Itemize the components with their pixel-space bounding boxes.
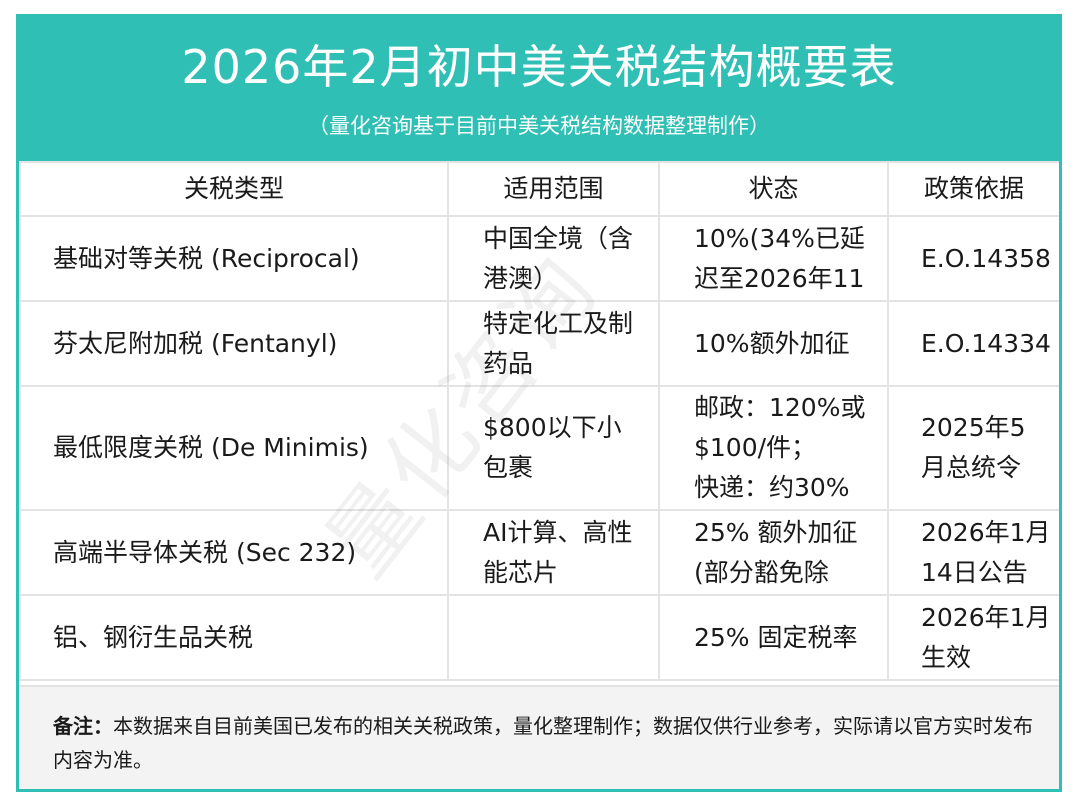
table-row: 基础对等关税 (Reciprocal) 中国全境（含 港澳） 10%(34%已延… <box>19 215 1059 302</box>
table-row: 最低限度关税 (De Minimis) $800以下小 包裹 邮政：120%或 … <box>19 385 1059 511</box>
header-banner: 2026年2月初中美关税结构概要表 （量化咨询基于目前中美关税结构数据整理制作） <box>19 17 1059 161</box>
scope-cell: $800以下小 包裹 <box>483 413 622 482</box>
table-row: 高端半导体关税 (Sec 232) AI计算、高性 能芯片 25% 额外加征 (… <box>19 509 1059 596</box>
column-header-status: 状态 <box>658 161 889 217</box>
table-row: 芬太尼附加税 (Fentanyl) 特定化工及制 药品 10%额外加征 E.O.… <box>19 300 1059 387</box>
tariff-type-cell: 高端半导体关税 (Sec 232) <box>53 537 357 567</box>
basis-cell: 2025年5 月总统令 <box>921 413 1026 482</box>
status-cell: 邮政：120%或 $100/件； 快递：约30% <box>694 393 866 502</box>
footnote-label: 备注： <box>53 714 113 738</box>
basis-cell: E.O.14334 <box>921 328 1051 358</box>
tariff-card: 2026年2月初中美关税结构概要表 （量化咨询基于目前中美关税结构数据整理制作）… <box>16 14 1062 792</box>
tariff-type-cell: 最低限度关税 (De Minimis) <box>53 433 369 462</box>
basis-cell: 2026年1月 生效 <box>921 602 1051 672</box>
footnote: 备注：本数据来自目前美国已发布的相关关税政策，量化整理制作；数据仅供行业参考，实… <box>19 685 1059 789</box>
scope-cell: 中国全境（含 港澳） <box>483 223 634 293</box>
tariff-type-cell: 铝、钢衍生品关税 <box>53 622 254 652</box>
status-cell: 25% 额外加征 (部分豁免除 <box>694 517 858 587</box>
footnote-text: 本数据来自目前美国已发布的相关关税政策，量化整理制作；数据仅供行业参考，实际请以… <box>53 714 1033 772</box>
page-subtitle: （量化咨询基于目前中美关税结构数据整理制作） <box>308 114 770 138</box>
column-header-scope: 适用范围 <box>447 161 660 217</box>
status-cell: 10%额外加征 <box>694 328 850 358</box>
table-header-row: 关税类型 适用范围 状态 政策依据 <box>19 161 1059 217</box>
tariff-type-cell: 芬太尼附加税 (Fentanyl) <box>53 328 338 358</box>
basis-cell: E.O.14358 <box>921 243 1051 273</box>
basis-cell: 2026年1月 14日公告 <box>921 517 1051 587</box>
tariff-table: 关税类型 适用范围 状态 政策依据 基础对等关税 (Reciprocal) 中国… <box>19 161 1059 681</box>
status-cell: 25% 固定税率 <box>694 622 858 652</box>
scope-cell: 特定化工及制 药品 <box>483 308 634 378</box>
column-header-basis: 政策依据 <box>887 161 1059 217</box>
column-header-type: 关税类型 <box>19 161 449 217</box>
page-title: 2026年2月初中美关税结构概要表 <box>181 40 897 94</box>
scope-cell: AI计算、高性 能芯片 <box>483 517 633 587</box>
table-row: 铝、钢衍生品关税 25% 固定税率 2026年1月 生效 <box>19 594 1059 681</box>
tariff-type-cell: 基础对等关税 (Reciprocal) <box>53 243 360 273</box>
status-cell: 10%(34%已延 迟至2026年11 <box>694 223 865 293</box>
